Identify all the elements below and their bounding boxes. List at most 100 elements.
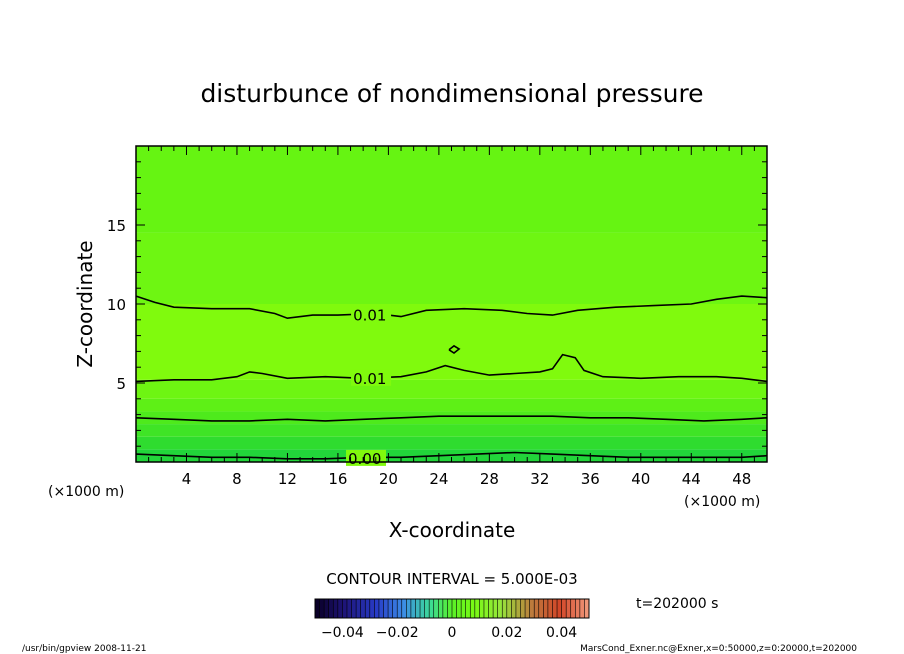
- colorbar-cell: [351, 599, 357, 618]
- time-label: t=202000 s: [636, 596, 718, 612]
- colorbar-cell: [506, 599, 512, 618]
- colorbar-cell: [561, 599, 567, 618]
- colorbar-cell: [337, 599, 343, 618]
- footer-right: MarsCond_Exner.nc@Exner,x=0:50000,z=0:20…: [580, 644, 857, 654]
- color-band: [136, 232, 767, 304]
- contour-label: 0.01: [353, 306, 386, 324]
- colorbar-cell: [424, 599, 430, 618]
- color-band: [136, 146, 767, 233]
- colorbar-cell: [333, 599, 339, 618]
- colorbar-tick-label: 0: [448, 625, 457, 641]
- x-tick-label: 32: [530, 470, 549, 488]
- colorbar-cell: [378, 599, 384, 618]
- colorbar-cell: [415, 599, 421, 618]
- colorbar-cell: [493, 599, 499, 618]
- colorbar-cell: [502, 599, 508, 618]
- y-tick-label: 10: [107, 296, 126, 314]
- colorbar-cell: [511, 599, 517, 618]
- colorbar-cell: [433, 599, 439, 618]
- color-band: [136, 304, 767, 380]
- colorbar-cell: [529, 599, 535, 618]
- colorbar: [314, 599, 590, 618]
- footer-left: /usr/bin/gpview 2008-11-21: [22, 644, 146, 654]
- contour-label: 0.01: [353, 370, 386, 388]
- colorbar-cell: [392, 599, 398, 618]
- color-band: [136, 398, 767, 412]
- colorbar-cell: [324, 599, 330, 618]
- contour-line: [135, 295, 768, 320]
- colorbar-cell: [369, 599, 375, 618]
- colorbar-cell: [346, 599, 353, 618]
- colorbar-cell: [401, 599, 407, 618]
- colorbar-cell: [383, 599, 389, 618]
- x-tick-label: 40: [631, 470, 650, 488]
- x-tick-label: 28: [480, 470, 499, 488]
- color-band: [136, 379, 767, 399]
- contour-interval: CONTOUR INTERVAL = 5.000E-03: [326, 570, 577, 588]
- colorbar-cell: [452, 599, 458, 618]
- colorbar-cell: [575, 599, 581, 618]
- x-axis-label: X-coordinate: [389, 518, 516, 542]
- colorbar-cell: [438, 599, 444, 618]
- colorbar-cell: [483, 599, 490, 618]
- colorbar-cell: [520, 599, 526, 618]
- colorbar-cell: [547, 599, 553, 618]
- x-tick-label: 4: [182, 470, 192, 488]
- colorbar-cell: [429, 599, 435, 618]
- colorbar-cell: [420, 599, 426, 618]
- y-tick-labels: 5 10 15: [107, 217, 126, 393]
- colorbar-tick-label: 0.04: [546, 625, 577, 641]
- colorbar-cell: [470, 599, 476, 618]
- colorbar-cell: [356, 599, 362, 618]
- colorbar-cell: [538, 599, 544, 618]
- colorbar-cell: [552, 599, 558, 618]
- contour-line: [135, 451, 768, 460]
- colorbar-cell: [374, 599, 380, 618]
- color-band: [136, 424, 767, 437]
- axis-ticks: [136, 146, 767, 462]
- x-tick-label: 16: [328, 470, 347, 488]
- colorbar-cell: [515, 599, 521, 618]
- chart-title: disturbunce of nondimensional pressure: [200, 79, 703, 108]
- colorbar-cell: [461, 599, 467, 618]
- colorbar-cell: [534, 599, 540, 618]
- colorbar-cell: [465, 599, 471, 618]
- x-tick-label: 12: [278, 470, 297, 488]
- y-tick-label: 15: [107, 217, 126, 235]
- colorbar-cell: [397, 599, 403, 618]
- colorbar-cell: [525, 599, 531, 618]
- colorbar-cell: [319, 599, 325, 618]
- colorbar-cell: [410, 599, 416, 618]
- colorbar-cell: [488, 599, 494, 618]
- y-axis-label: Z-coordinate: [73, 240, 97, 367]
- x-unit-left: (×1000 m): [48, 484, 124, 500]
- contour-line: [135, 353, 768, 383]
- x-tick-label: 24: [429, 470, 448, 488]
- colorbar-cell: [566, 599, 572, 618]
- colorbar-cell: [479, 599, 485, 618]
- colorbar-frame: [314, 598, 590, 619]
- colorbar-cell: [388, 599, 394, 618]
- colorbar-cell: [497, 599, 503, 618]
- colorbar-cell: [579, 599, 585, 618]
- x-tick-labels: 4 8 12 16 20 24 28 32 36 40 44 48: [182, 470, 752, 488]
- contour-label-bg: [351, 306, 392, 323]
- colorbar-cell: [447, 599, 453, 618]
- colorbar-cell: [315, 599, 321, 618]
- colorbar-cell: [406, 599, 412, 618]
- x-tick-label: 8: [232, 470, 242, 488]
- x-tick-label: 20: [379, 470, 398, 488]
- colorbar-cell: [328, 599, 334, 618]
- y-tick-label: 5: [116, 375, 126, 393]
- colorbar-tick-label: 0.02: [491, 625, 522, 641]
- colorbar-cell: [557, 599, 563, 618]
- contour-label: 0.00: [348, 450, 381, 468]
- colorbar-tick-labels: −0.04 −0.02 0 0.02 0.04: [321, 625, 577, 641]
- colorbar-cell: [456, 599, 462, 618]
- x-tick-label: 48: [732, 470, 751, 488]
- contour-line: [448, 344, 461, 354]
- contour-label-bg: [351, 369, 392, 386]
- x-tick-label: 36: [581, 470, 600, 488]
- colorbar-tick-label: −0.04: [321, 625, 364, 641]
